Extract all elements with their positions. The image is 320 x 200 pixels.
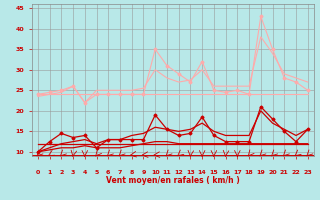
X-axis label: Vent moyen/en rafales ( km/h ): Vent moyen/en rafales ( km/h ) [106, 176, 240, 185]
